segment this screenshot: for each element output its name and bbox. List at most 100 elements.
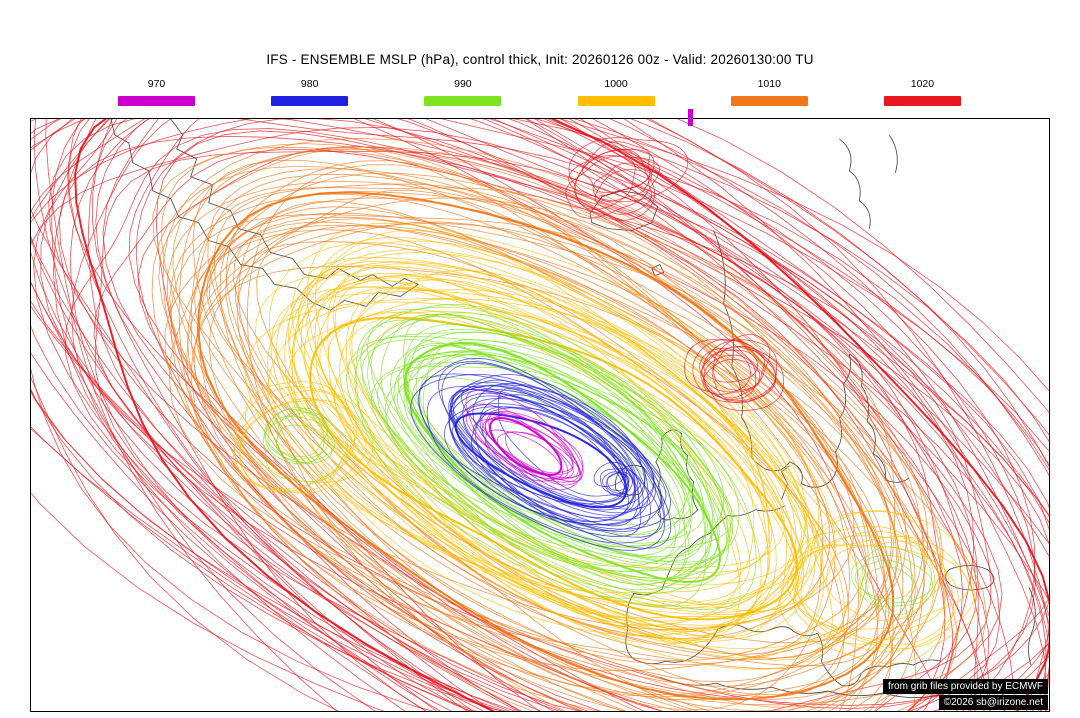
contour-path	[190, 187, 946, 711]
contour-path	[355, 319, 732, 599]
contour-path	[451, 389, 640, 527]
contour-path	[31, 119, 979, 711]
contour-path	[462, 395, 627, 503]
contour-path	[167, 180, 913, 711]
legend-label: 1000	[604, 78, 628, 90]
contour-path	[787, 531, 936, 641]
contour-path	[287, 249, 769, 633]
contour-path	[293, 275, 777, 640]
contour-path	[255, 274, 804, 614]
legend-label: 970	[147, 78, 166, 90]
contour-path	[292, 286, 785, 569]
contour-path	[162, 138, 929, 711]
contour-path	[448, 388, 671, 530]
legend-item-970: 970	[118, 78, 195, 106]
contour-path	[306, 273, 788, 639]
contour-path	[193, 223, 855, 630]
contour-path	[31, 119, 1049, 711]
contour-path	[270, 286, 818, 641]
contour-path	[170, 119, 419, 287]
contour-path	[390, 331, 734, 563]
contour-path	[213, 183, 925, 708]
credit-author: ©2026 sb@irizone.net	[938, 695, 1048, 710]
legend-item-1010: 1010	[730, 78, 808, 106]
contour-path	[31, 119, 1049, 711]
contour-path	[465, 403, 579, 480]
contour-path	[236, 386, 374, 483]
contour-path	[489, 417, 563, 476]
contour-path	[58, 135, 1049, 710]
contour-path	[366, 312, 757, 610]
contour-path	[319, 298, 770, 573]
contour-path	[615, 464, 646, 496]
contour-path	[426, 385, 662, 544]
contour-path	[651, 263, 665, 276]
contour-path	[31, 119, 1049, 711]
legend-item-1020: 1020	[883, 78, 961, 106]
contour-path	[306, 222, 820, 645]
contour-path	[300, 252, 816, 642]
contour-path	[888, 134, 898, 173]
contour-path	[31, 119, 1049, 711]
contour-path	[172, 146, 925, 711]
contour-path	[484, 429, 564, 482]
contour-path	[703, 349, 758, 383]
contour-path	[164, 172, 896, 671]
contour-path	[31, 119, 991, 711]
contour-path	[225, 160, 859, 711]
contour-path	[31, 119, 1049, 711]
contour-path	[479, 394, 636, 516]
contour-path	[854, 559, 914, 599]
contour-path	[206, 206, 890, 667]
contour-path	[276, 261, 846, 670]
contour-path	[410, 373, 666, 551]
contour-path	[565, 155, 660, 219]
contour-path	[839, 138, 871, 229]
contour-path	[370, 354, 740, 566]
legend-label: 1020	[910, 78, 935, 90]
contour-path	[186, 197, 942, 700]
contour-path	[168, 212, 988, 706]
contour-path	[297, 229, 834, 661]
contour-path	[238, 381, 367, 494]
contour-path	[796, 510, 954, 649]
contour-path	[327, 263, 810, 609]
contour-path	[602, 471, 630, 497]
contour-path	[234, 390, 358, 490]
contour-path	[31, 119, 1049, 711]
contour-path	[276, 407, 329, 457]
legend-color-bar	[118, 96, 195, 106]
contour-path	[485, 411, 574, 474]
contour-path	[161, 146, 887, 711]
contour-path	[291, 240, 796, 636]
legend-item-980: 980	[271, 78, 349, 106]
legend-color-bar	[577, 96, 655, 106]
contour-path	[40, 119, 1049, 711]
contour-path	[31, 119, 1049, 711]
contour-path	[151, 165, 916, 711]
legend-color-bar	[424, 96, 502, 106]
contour-path	[444, 403, 644, 526]
contour-path	[606, 472, 629, 492]
contour-path	[861, 555, 934, 604]
contour-path	[288, 264, 798, 619]
contour-path	[88, 119, 990, 711]
contour-path	[380, 313, 728, 571]
contour-path	[589, 190, 659, 232]
contour-path	[370, 316, 714, 591]
contour-path	[850, 546, 932, 608]
contour-path	[291, 257, 825, 659]
contour-path	[31, 119, 1016, 711]
contour-path	[137, 146, 953, 711]
contour-path	[155, 130, 978, 711]
contour-path	[33, 119, 1049, 711]
contour-path	[102, 119, 1047, 711]
contour-path	[1028, 587, 1036, 666]
contour-path	[800, 510, 975, 652]
contour-path	[462, 406, 626, 503]
pressure-legend: 970 980 990 1000 1010 1020	[118, 78, 961, 106]
contour-path	[152, 143, 894, 711]
contour-path	[31, 127, 1049, 711]
contour-path	[346, 335, 725, 572]
